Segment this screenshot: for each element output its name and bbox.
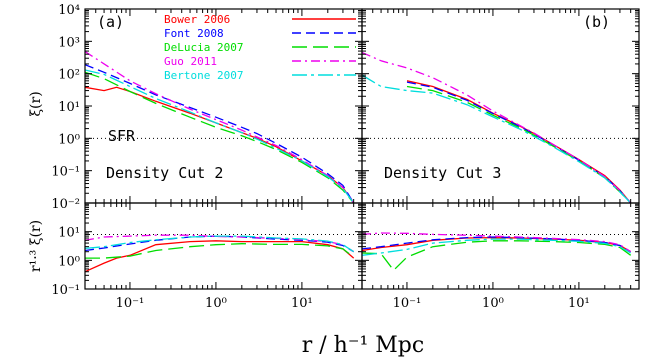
y-tick-label: 10¹ xyxy=(58,226,80,241)
annotation-sfr: SFR xyxy=(108,127,136,145)
y-tick-label: 10⁻¹ xyxy=(51,165,80,180)
annotation-density-cut-3: Density Cut 3 xyxy=(384,164,501,182)
y-tick-label: 10⁻² xyxy=(51,197,80,212)
x-tick-label: 10⁰ xyxy=(482,296,504,311)
series-line-guo-2011 xyxy=(85,234,355,253)
ylabel-top: ξ(r) xyxy=(28,91,44,116)
y-tick-label: 10⁻¹ xyxy=(51,283,80,298)
y-tick-label: 10¹ xyxy=(58,100,80,115)
legend-lines xyxy=(292,18,356,76)
ylabel-bottom: r¹·³ ξ(r) xyxy=(28,220,44,272)
x-tick-label: 10⁻¹ xyxy=(116,296,145,311)
curves xyxy=(85,51,355,203)
panel-label-a: (a) xyxy=(97,13,124,31)
series-line-guo-2011 xyxy=(85,51,355,203)
legend-label-guo: Guo 2011 xyxy=(164,55,217,68)
series-line-font-2008 xyxy=(85,64,355,203)
series-line-delucia-2007 xyxy=(406,85,632,203)
series-line-bower-2006 xyxy=(85,86,355,203)
series-line-delucia-2007 xyxy=(362,240,632,272)
y-tick-label: 10⁰ xyxy=(58,132,80,147)
x-tick-label: 10⁻¹ xyxy=(393,296,422,311)
legend-label-bertone: Bertone 2007 xyxy=(164,69,243,82)
panel-3: 10⁻¹ 10⁰ 10¹ xyxy=(361,202,640,311)
y-tick-label: 10⁰ xyxy=(58,254,80,269)
curves xyxy=(85,234,355,273)
series-line-bertone-2007 xyxy=(85,235,355,253)
x-tick-label: 10⁰ xyxy=(205,296,227,311)
annotation-density-cut-2: Density Cut 2 xyxy=(106,164,223,182)
series-line-guo-2011 xyxy=(362,232,632,253)
x-tick-label: 10¹ xyxy=(291,296,313,311)
x-tick-label: 10¹ xyxy=(568,296,590,311)
series-line-guo-2011 xyxy=(362,51,632,203)
legend-label-delucia: DeLucia 2007 xyxy=(164,41,243,54)
curves xyxy=(362,51,632,203)
series-line-delucia-2007 xyxy=(85,71,355,203)
curves xyxy=(362,232,632,272)
panel-frame xyxy=(361,202,640,290)
panel-2: 10⁻¹ 10⁰ 10¹ 10⁻¹ 10⁰ 10¹ xyxy=(51,202,363,311)
plot-layer: 10⁻² 10⁻¹ 10⁰ 10¹ 10² 10³ 10⁴ 10⁻¹ 10⁰ 10¹ 10⁻¹ 10⁰… xyxy=(51,3,640,311)
panel-label-b: (b) xyxy=(583,13,610,31)
xlabel: r / h⁻¹ Mpc xyxy=(302,333,424,358)
legend: Bower 2006 Font 2008 DeLucia 2007 Guo 20… xyxy=(164,13,356,82)
y-tick-label: 10³ xyxy=(58,35,80,50)
legend-label-bower: Bower 2006 xyxy=(164,13,230,26)
series-line-font-2008 xyxy=(362,236,632,253)
series-line-bower-2006 xyxy=(406,80,632,203)
series-line-bower-2006 xyxy=(85,240,355,273)
series-line-bertone-2007 xyxy=(362,238,632,256)
series-line-bertone-2007 xyxy=(362,74,632,203)
series-line-bertone-2007 xyxy=(85,69,355,203)
series-line-font-2008 xyxy=(406,81,632,203)
legend-label-font: Font 2008 xyxy=(164,27,224,40)
y-tick-label: 10² xyxy=(58,68,80,83)
y-tick-label: 10⁴ xyxy=(58,3,80,18)
